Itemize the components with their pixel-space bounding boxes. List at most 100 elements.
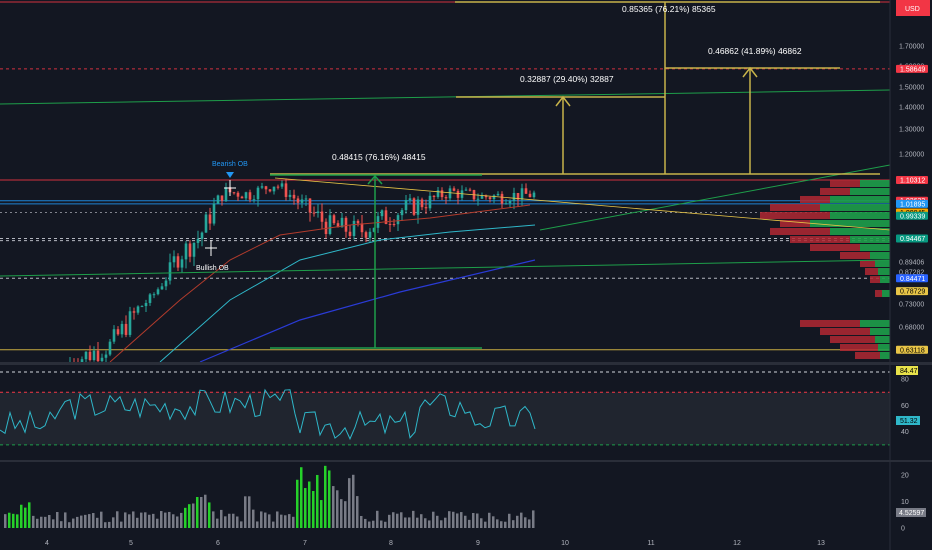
candle [168, 262, 172, 281]
price-label-box [896, 176, 928, 185]
candle [160, 286, 164, 290]
candle [396, 215, 400, 225]
measure-arrowhead [742, 66, 758, 78]
price-label-box [896, 234, 928, 243]
volume-bar [340, 499, 343, 528]
candle [140, 306, 144, 308]
volume-bar [180, 512, 183, 528]
volume-bar [480, 518, 483, 528]
price-tick: 1.70000 [899, 44, 924, 51]
volume-profile-bar [850, 236, 890, 243]
volume-bar [16, 514, 19, 528]
rsi-pane[interactable]: 80 60 40 84.47 51.32 [0, 366, 920, 446]
rsi-line [0, 388, 536, 441]
rsi-label-text: 84.47 [900, 368, 918, 375]
candle [464, 189, 468, 191]
rsi-value-text: 51.32 [900, 418, 918, 425]
volume-profile-bar [870, 252, 890, 259]
price-label-text: 0.63118 [900, 347, 925, 354]
volume-profile-bar [860, 260, 875, 267]
volume-profile-bar [860, 320, 890, 327]
candle [524, 188, 528, 194]
price-label-text: 0.94467 [900, 236, 925, 243]
volume-profile-bar [820, 204, 890, 211]
volume-bar [160, 511, 163, 528]
volume-bar [176, 516, 179, 528]
volume-bar [420, 514, 423, 528]
price-tick: 0.89406 [899, 260, 924, 267]
trend-line [539, 164, 891, 231]
volume-bar [56, 511, 59, 528]
price-pane[interactable] [0, 1, 891, 363]
volume-profile-bar [830, 180, 860, 187]
volume-bar [400, 512, 403, 528]
candle [400, 210, 404, 216]
volume-bar [464, 515, 467, 528]
volume-bar [44, 516, 47, 528]
volume-bar [112, 517, 115, 528]
candle [188, 243, 192, 257]
volume-bar [488, 512, 491, 528]
volume-bar [136, 517, 139, 528]
candle [404, 200, 408, 211]
volume-value-box [896, 508, 926, 517]
volume-bar [328, 470, 331, 528]
volume-profile-bar [860, 244, 890, 251]
volume-bar [364, 518, 367, 528]
volume-pane[interactable]: 20 10 0 4.52597 [4, 465, 926, 533]
candle [412, 198, 416, 215]
candle [284, 183, 288, 197]
volume-bar [76, 516, 79, 528]
candle [124, 323, 128, 335]
volume-bar [316, 474, 319, 528]
measure-arrowhead [555, 95, 571, 107]
price-label-box [896, 345, 928, 354]
candle [392, 224, 396, 226]
volume-bar [320, 500, 323, 528]
volume-profile-bar [770, 228, 830, 235]
time-tick: 10 [561, 540, 569, 547]
time-axis[interactable]: 4 5 6 7 8 9 10 11 12 13 [45, 540, 825, 547]
candle [448, 188, 452, 199]
candle [492, 195, 496, 200]
volume-bar [192, 503, 195, 528]
volume-profile-bar [870, 276, 880, 283]
candle [268, 189, 272, 192]
volume-bar [272, 521, 275, 528]
candle [500, 193, 504, 204]
volume-profile-bar [875, 290, 882, 297]
volume-bar [152, 513, 155, 528]
volume-bar [12, 513, 15, 528]
candle [244, 192, 248, 199]
volume-bar [36, 518, 39, 528]
rsi-tick: 60 [901, 403, 909, 410]
candle [484, 195, 488, 198]
volume-bar [128, 514, 131, 528]
candle [104, 354, 108, 358]
volume-bar [460, 512, 463, 528]
volume-bar [484, 521, 487, 528]
volume-profile-bar [760, 212, 830, 219]
measure-a-label: 0.32887 (29.40%) 32887 [520, 74, 614, 84]
volume-bar [248, 496, 251, 528]
candle [388, 223, 392, 225]
candle [220, 195, 224, 201]
volume-bar [188, 504, 191, 528]
volume-bar [212, 511, 215, 528]
candle [232, 192, 236, 194]
candle [272, 186, 276, 192]
candle [332, 215, 336, 224]
volume-bar [356, 496, 359, 528]
candle [520, 188, 524, 200]
volume-bar [496, 519, 499, 528]
price-label-box [896, 64, 928, 73]
candle [376, 216, 380, 228]
volume-bar [380, 520, 383, 528]
candle [532, 192, 536, 198]
volume-profile-bar [790, 236, 850, 243]
rsi-tick: 80 [901, 377, 909, 384]
candle [224, 187, 228, 201]
candle [480, 195, 484, 199]
volume-bar [404, 517, 407, 528]
